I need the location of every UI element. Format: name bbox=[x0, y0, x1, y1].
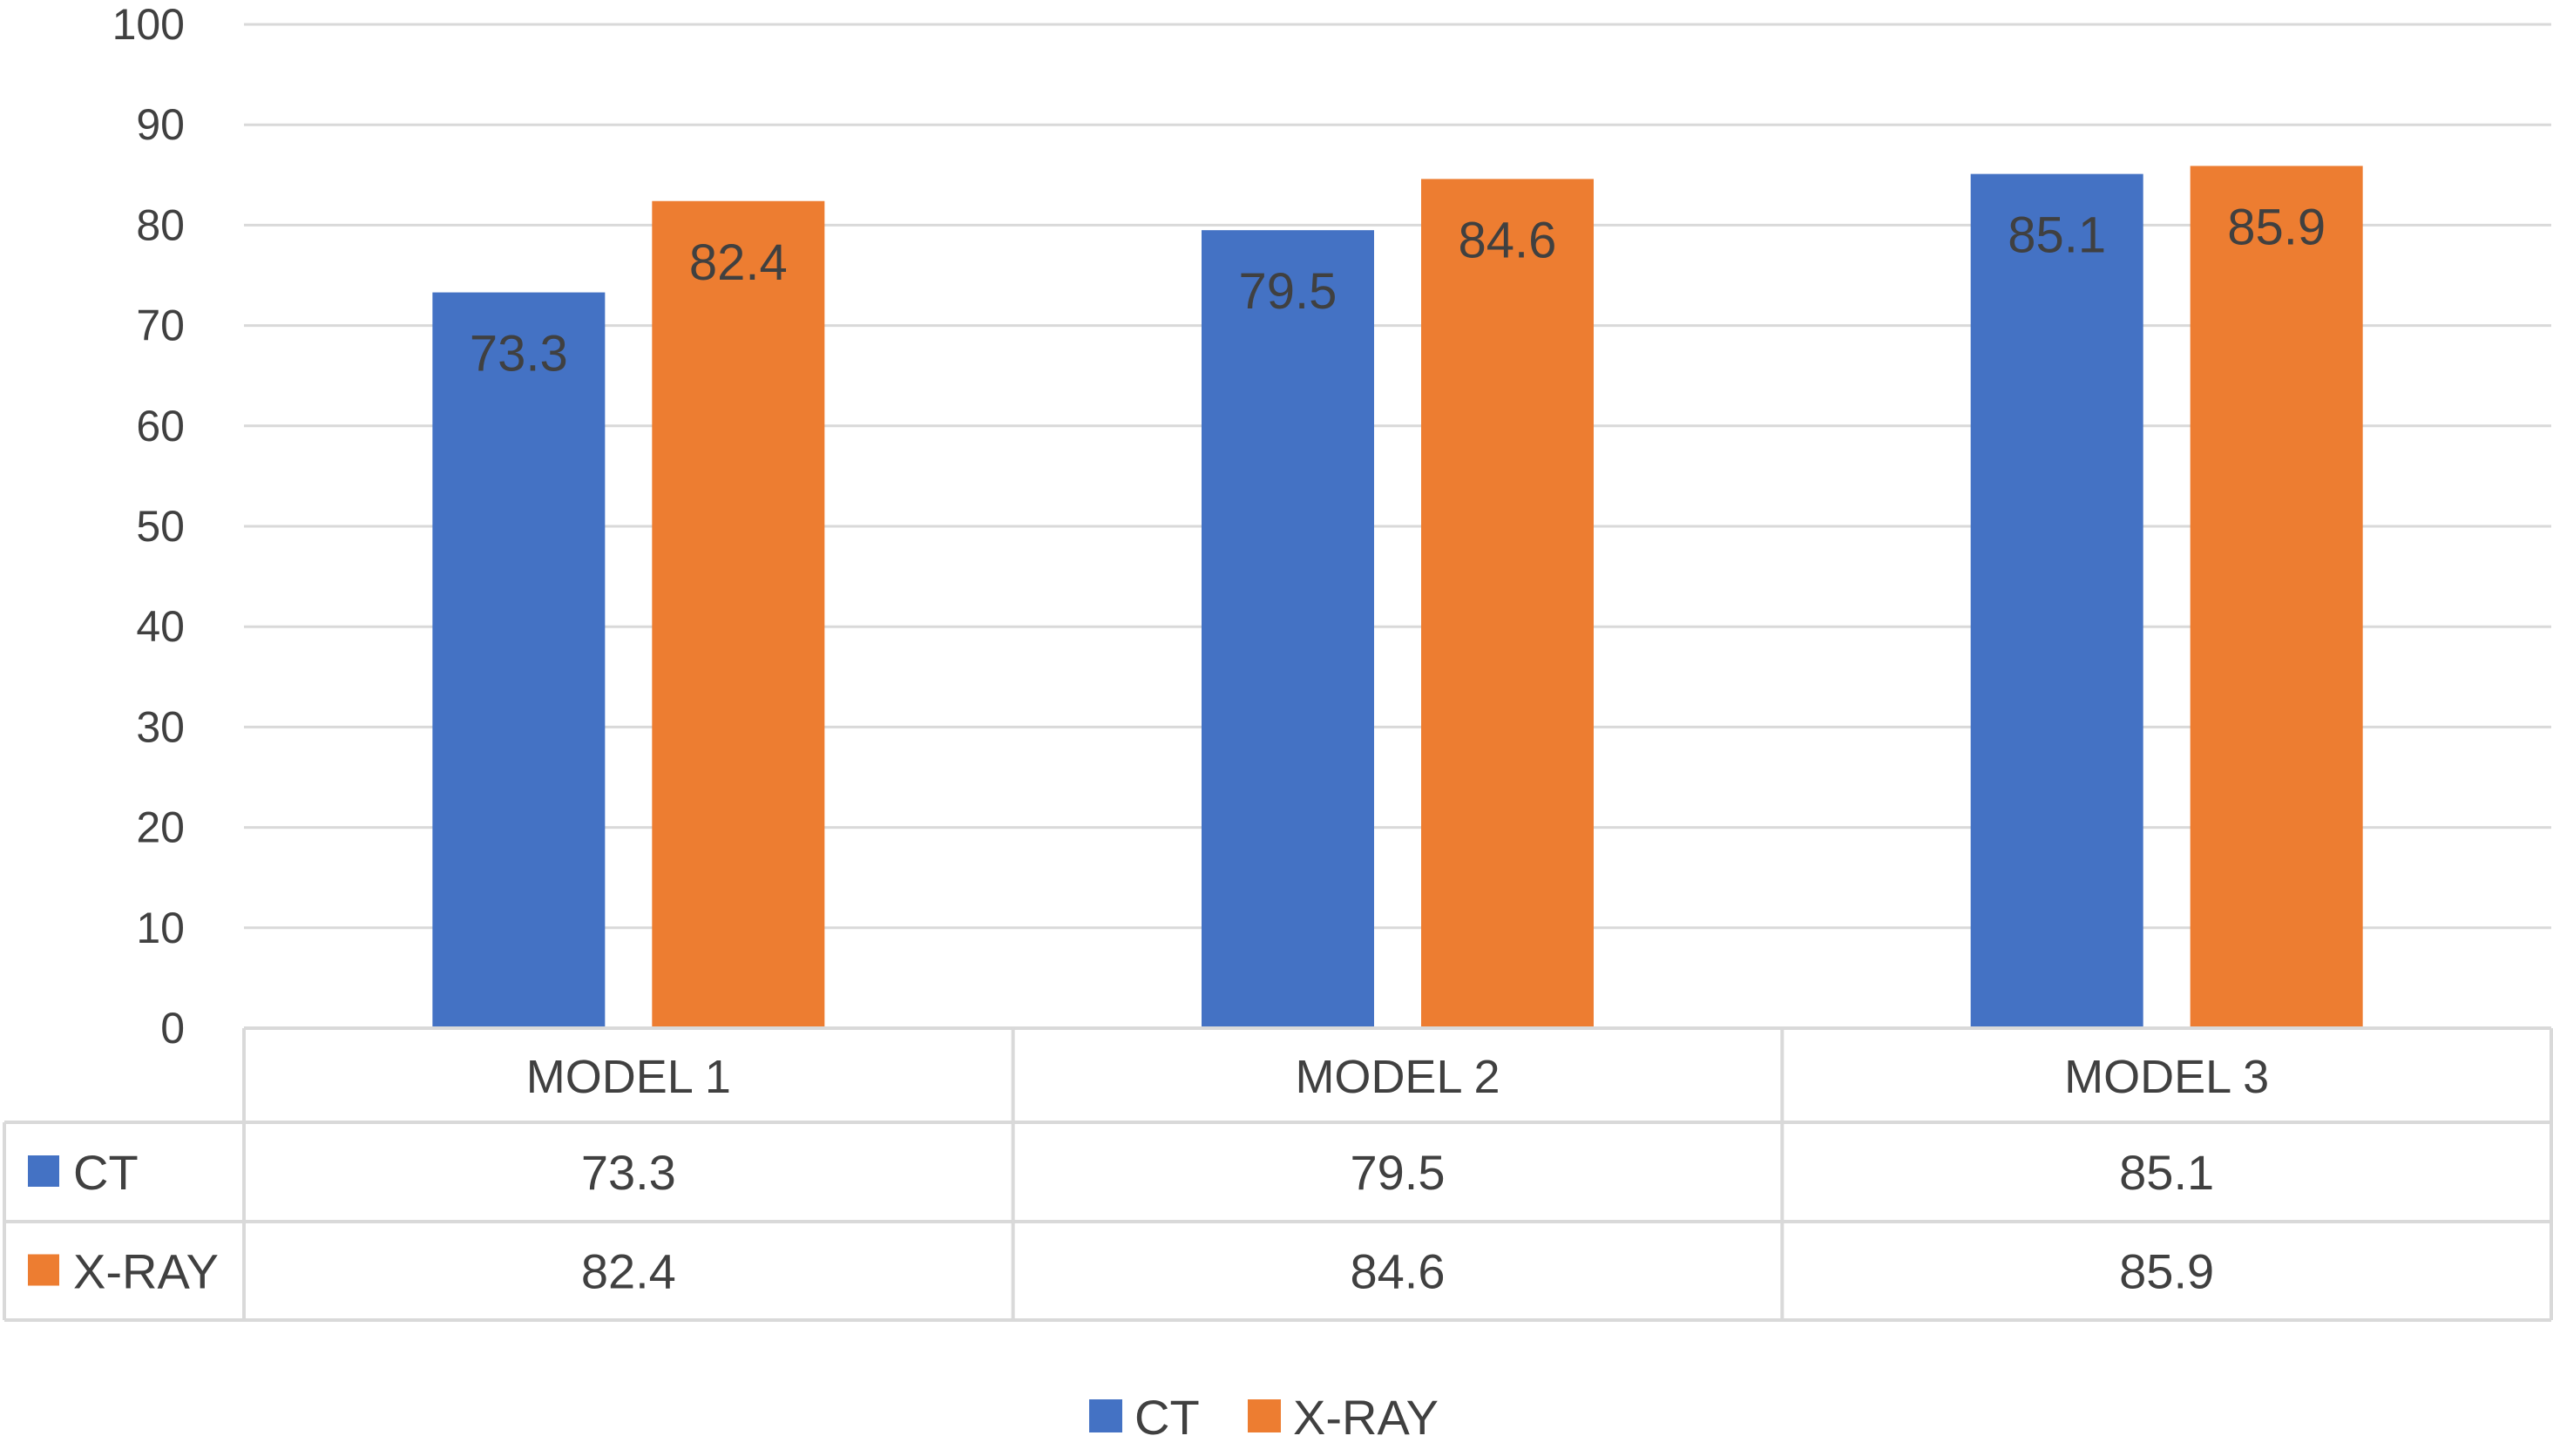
data-label-ct-3: 85.1 bbox=[2008, 207, 2106, 264]
legend-label-x-ray: X-RAY bbox=[1293, 1390, 1439, 1445]
table-cell: 84.6 bbox=[1351, 1244, 1446, 1299]
legend-label-ct: CT bbox=[1134, 1390, 1200, 1445]
data-label-x-ray-2: 84.6 bbox=[1459, 212, 1557, 268]
bar-x-ray-2 bbox=[1421, 179, 1594, 1028]
y-tick-label: 100 bbox=[112, 0, 185, 49]
y-tick-label: 0 bbox=[160, 1004, 185, 1053]
bar-x-ray-3 bbox=[2190, 166, 2363, 1028]
y-axis-ticks: 0 10 20 30 40 50 60 70 80 90 100 bbox=[112, 0, 185, 1053]
y-tick-label: 30 bbox=[136, 702, 185, 751]
bar-ct-1 bbox=[432, 292, 606, 1029]
bar-ct-3 bbox=[1970, 173, 2143, 1028]
data-label-x-ray-1: 82.4 bbox=[689, 234, 788, 291]
data-labels: 73.3 82.4 79.5 84.6 85.1 85.9 bbox=[470, 199, 2326, 382]
y-tick-label: 50 bbox=[136, 502, 185, 551]
table-cell: 82.4 bbox=[581, 1244, 676, 1299]
table-cell: 85.9 bbox=[2119, 1244, 2214, 1299]
data-label-x-ray-3: 85.9 bbox=[2227, 199, 2326, 255]
table-cell: 85.1 bbox=[2119, 1145, 2214, 1200]
y-tick-label: 80 bbox=[136, 200, 185, 249]
y-tick-label: 60 bbox=[136, 402, 185, 450]
legend-key-ct bbox=[1089, 1399, 1122, 1432]
category-label: MODEL 3 bbox=[2064, 1051, 2269, 1103]
category-label: MODEL 2 bbox=[1295, 1051, 1500, 1103]
bars bbox=[432, 166, 2363, 1029]
data-table: MODEL 1 MODEL 2 MODEL 3 CT 73.3 79.5 85.1 X-RAY… bbox=[3, 1026, 2553, 1322]
y-tick-label: 10 bbox=[136, 904, 185, 952]
y-tick-label: 90 bbox=[136, 100, 185, 149]
category-label: MODEL 1 bbox=[526, 1051, 731, 1103]
y-tick-label: 70 bbox=[136, 301, 185, 350]
data-label-ct-2: 79.5 bbox=[1239, 263, 1337, 320]
legend: CT X-RAY bbox=[1089, 1390, 1439, 1445]
table-cell: 79.5 bbox=[1351, 1145, 1446, 1200]
table-legend-key bbox=[28, 1155, 59, 1187]
table-legend-key bbox=[28, 1254, 59, 1286]
y-tick-label: 40 bbox=[136, 602, 185, 651]
table-cell: 73.3 bbox=[581, 1145, 676, 1200]
bar-x-ray-1 bbox=[652, 200, 825, 1028]
y-tick-label: 20 bbox=[136, 803, 185, 852]
bar-ct-2 bbox=[1202, 230, 1374, 1028]
table-series-name: CT bbox=[73, 1145, 139, 1200]
legend-key-x-ray bbox=[1248, 1399, 1281, 1432]
table-series-name: X-RAY bbox=[73, 1244, 219, 1299]
data-label-ct-1: 73.3 bbox=[470, 326, 568, 383]
gridlines bbox=[244, 23, 2551, 930]
